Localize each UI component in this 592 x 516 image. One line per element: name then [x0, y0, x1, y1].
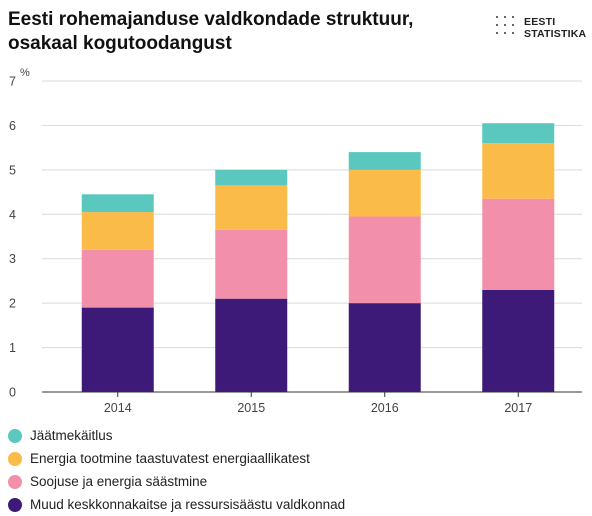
y-axis-unit: %	[20, 67, 30, 79]
bar-segment	[81, 307, 154, 392]
y-tick-label: 2	[9, 297, 16, 311]
bar-segment	[348, 216, 421, 304]
legend: Jäätmekäitlus Energia tootmine taastuvate…	[8, 424, 345, 516]
y-tick-label: 3	[9, 252, 16, 266]
statistics-estonia-logo: EESTI STATISTIKA	[496, 16, 590, 42]
bar-segment	[215, 298, 288, 392]
bar-segment	[348, 303, 421, 392]
bar-segment	[81, 212, 154, 250]
legend-label: Soojuse ja energia säästmine	[30, 474, 208, 489]
x-axis-ticks: 2014 2015 2016 2017	[104, 392, 532, 415]
bar-segment	[215, 229, 288, 299]
bar-segment	[348, 169, 421, 217]
bar-segment	[482, 198, 555, 290]
legend-swatch	[8, 474, 22, 489]
bar-segment	[215, 185, 288, 230]
bar-segment	[482, 289, 555, 392]
y-tick-label: 6	[9, 119, 16, 133]
bar-segment	[348, 152, 421, 170]
bar-segment	[482, 143, 555, 199]
logo-line-2: STATISTIKA	[524, 28, 587, 40]
bar-segment	[482, 123, 555, 144]
logo-line-1: EESTI	[524, 16, 556, 28]
x-tick-label: 2017	[504, 401, 532, 415]
bar-segment	[81, 249, 154, 308]
y-axis-ticks: 0 1 2 3 4 5 6 7	[9, 75, 16, 400]
legend-item: Soojuse ja energia säästmine	[8, 470, 345, 493]
y-tick-label: 7	[9, 75, 16, 89]
bar-segment	[81, 194, 154, 213]
legend-item: Jäätmekäitlus	[8, 424, 345, 447]
legend-swatch	[8, 451, 22, 466]
y-tick-label: 1	[9, 341, 16, 355]
bars	[81, 123, 555, 392]
logo-text: EESTI STATISTIKA	[524, 16, 586, 40]
legend-item: Energia tootmine taastuvatest energiaall…	[8, 447, 345, 470]
legend-swatch	[8, 497, 22, 512]
legend-label: Energia tootmine taastuvatest energiaall…	[30, 451, 310, 466]
legend-label: Muud keskkonnakaitse ja ressursisäästu v…	[30, 497, 346, 512]
x-tick-label: 2014	[104, 401, 132, 415]
y-tick-label: 0	[9, 386, 16, 400]
y-tick-label: 5	[9, 163, 16, 177]
legend-label: Jäätmekäitlus	[30, 428, 113, 443]
legend-swatch	[8, 428, 22, 443]
x-tick-label: 2015	[237, 401, 265, 415]
legend-item: Muud keskkonnakaitse ja ressursisäästu v…	[8, 493, 345, 516]
x-tick-label: 2016	[371, 401, 399, 415]
stacked-bar-chart: 0 1 2 3 4 5 6 7 % 2014 2015 2016 2017	[9, 67, 582, 415]
chart-title: Eesti rohemajanduse valdkondade struktuu…	[8, 9, 414, 54]
y-tick-label: 4	[9, 208, 16, 222]
bar-segment	[215, 169, 288, 186]
logo-dots-icon	[496, 16, 518, 38]
